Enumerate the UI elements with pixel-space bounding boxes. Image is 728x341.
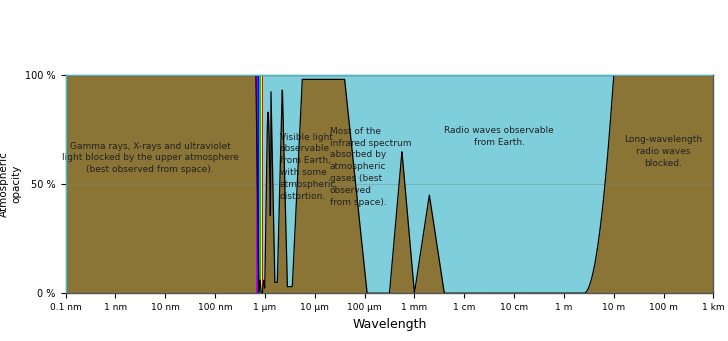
Text: Long-wavelength
radio waves
blocked.: Long-wavelength radio waves blocked.: [625, 135, 703, 168]
Text: Radio waves observable
from Earth.: Radio waves observable from Earth.: [444, 126, 554, 147]
Text: Gamma rays, X-rays and ultraviolet
light blocked by the upper atmosphere
(best o: Gamma rays, X-rays and ultraviolet light…: [62, 142, 239, 174]
Y-axis label: Atmospheric
opacity: Atmospheric opacity: [0, 151, 21, 217]
X-axis label: Wavelength: Wavelength: [352, 317, 427, 330]
Text: Most of the
infrared spectrum
absorbed by
atmospheric
gases (best
observed
from : Most of the infrared spectrum absorbed b…: [330, 127, 411, 207]
Text: Visible light
observable
from Earth,
with some
atmospheric
distortion.: Visible light observable from Earth, wit…: [280, 133, 336, 201]
